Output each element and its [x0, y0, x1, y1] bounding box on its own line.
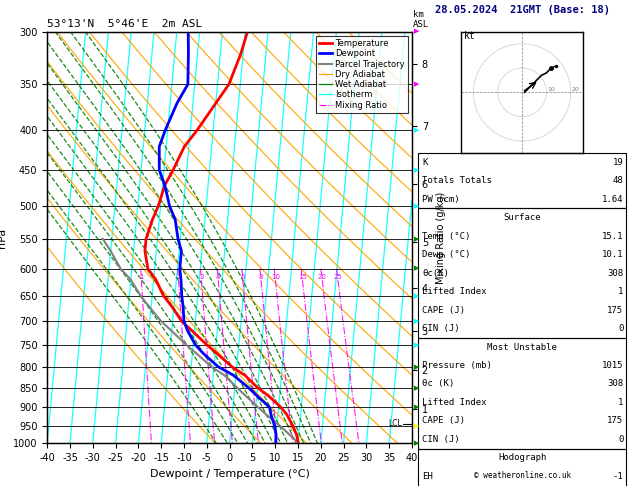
Text: -1: -1	[613, 472, 623, 481]
Text: Lifted Index: Lifted Index	[422, 398, 487, 407]
Text: 1: 1	[618, 287, 623, 296]
Text: ▶: ▶	[414, 293, 420, 299]
Text: ▶: ▶	[414, 127, 420, 133]
Text: 308: 308	[607, 269, 623, 278]
Text: 1: 1	[139, 274, 143, 280]
Text: Temp (°C): Temp (°C)	[422, 232, 470, 241]
Text: 20: 20	[572, 87, 580, 92]
Text: 1: 1	[618, 398, 623, 407]
Text: PW (cm): PW (cm)	[422, 195, 460, 204]
Text: 10.1: 10.1	[602, 250, 623, 259]
Text: θc(K): θc(K)	[422, 269, 449, 278]
Text: ▶: ▶	[414, 236, 420, 242]
Text: 3: 3	[199, 274, 204, 280]
Text: Surface: Surface	[503, 213, 541, 222]
Text: 28.05.2024  21GMT (Base: 18): 28.05.2024 21GMT (Base: 18)	[435, 5, 610, 15]
Text: ▶: ▶	[414, 384, 420, 391]
Text: ▶: ▶	[414, 423, 420, 429]
Text: 0: 0	[618, 435, 623, 444]
Text: 53°13'N  5°46'E  2m ASL: 53°13'N 5°46'E 2m ASL	[47, 19, 203, 30]
Text: 48: 48	[613, 176, 623, 185]
Text: 175: 175	[607, 306, 623, 314]
Text: 1015: 1015	[602, 361, 623, 370]
Text: ▶: ▶	[414, 29, 420, 35]
Text: 308: 308	[607, 380, 623, 388]
Y-axis label: Mixing Ratio (g/kg): Mixing Ratio (g/kg)	[437, 191, 447, 283]
Text: 2: 2	[176, 274, 181, 280]
Text: ▶: ▶	[414, 81, 420, 87]
Text: θc (K): θc (K)	[422, 380, 454, 388]
Text: 20: 20	[318, 274, 326, 280]
Text: 25: 25	[333, 274, 342, 280]
Text: Dewp (°C): Dewp (°C)	[422, 250, 470, 259]
Text: LCL: LCL	[388, 419, 402, 428]
Text: ▶: ▶	[414, 404, 420, 410]
Text: ▶: ▶	[414, 265, 420, 272]
Text: ▶: ▶	[414, 318, 420, 324]
Text: Pressure (mb): Pressure (mb)	[422, 361, 492, 370]
Text: 8: 8	[259, 274, 264, 280]
Text: K: K	[422, 158, 428, 167]
Text: 6: 6	[241, 274, 245, 280]
Text: 0: 0	[618, 324, 623, 333]
Text: Hodograph: Hodograph	[498, 453, 546, 462]
Text: 15: 15	[298, 274, 307, 280]
Text: CIN (J): CIN (J)	[422, 324, 460, 333]
Legend: Temperature, Dewpoint, Parcel Trajectory, Dry Adiabat, Wet Adiabat, Isotherm, Mi: Temperature, Dewpoint, Parcel Trajectory…	[316, 36, 408, 113]
Text: 19: 19	[613, 158, 623, 167]
Text: CAPE (J): CAPE (J)	[422, 306, 465, 314]
Text: Totals Totals: Totals Totals	[422, 176, 492, 185]
Text: 15.1: 15.1	[602, 232, 623, 241]
Text: 10: 10	[548, 87, 555, 92]
Text: ▶: ▶	[414, 342, 420, 348]
Text: ▶: ▶	[414, 203, 420, 209]
Text: kt: kt	[464, 31, 476, 41]
Text: ▶: ▶	[414, 364, 420, 370]
Text: Most Unstable: Most Unstable	[487, 343, 557, 351]
Text: © weatheronline.co.uk: © weatheronline.co.uk	[474, 471, 571, 480]
Text: 4: 4	[216, 274, 220, 280]
Text: ▶: ▶	[414, 167, 420, 173]
Text: EH: EH	[422, 472, 433, 481]
Y-axis label: hPa: hPa	[0, 227, 8, 247]
Text: CAPE (J): CAPE (J)	[422, 417, 465, 425]
Text: Lifted Index: Lifted Index	[422, 287, 487, 296]
Text: CIN (J): CIN (J)	[422, 435, 460, 444]
Text: 10: 10	[271, 274, 280, 280]
X-axis label: Dewpoint / Temperature (°C): Dewpoint / Temperature (°C)	[150, 469, 309, 479]
Text: km
ASL: km ASL	[413, 10, 430, 29]
Text: 1.64: 1.64	[602, 195, 623, 204]
Text: 175: 175	[607, 417, 623, 425]
Text: ▶: ▶	[414, 440, 420, 446]
